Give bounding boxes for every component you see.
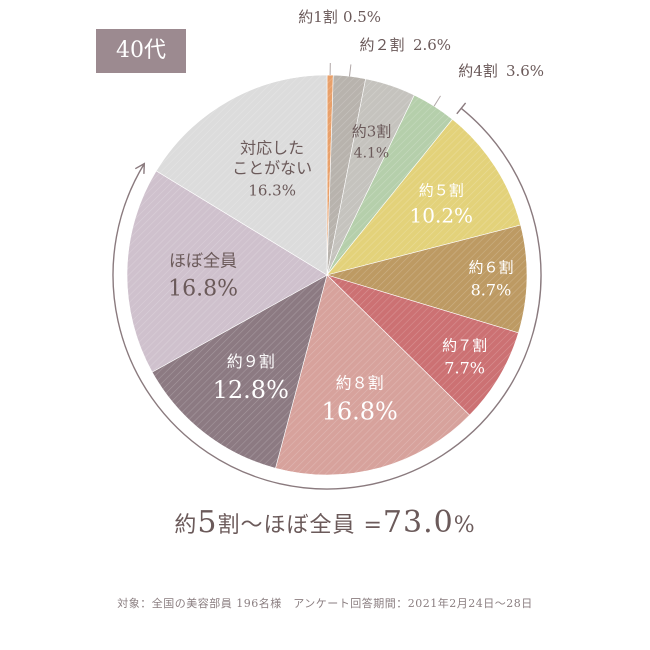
slice-label: 約７割 bbox=[442, 337, 487, 355]
pie-slice-texture bbox=[327, 119, 521, 275]
slice-value-label: 16.8% bbox=[322, 398, 398, 426]
pie-slice-texture bbox=[327, 78, 415, 276]
slice-label: 約1割 bbox=[298, 8, 338, 26]
slice-value-label: 8.7% bbox=[471, 280, 512, 299]
slice-label: 約５割 bbox=[419, 181, 464, 199]
slice-label: 対応した bbox=[240, 138, 304, 157]
range-bracket-arrowhead bbox=[134, 162, 146, 174]
survey-note: 対象：全国の美容部員 196名様 アンケート回答期間：2021年2月24日～28… bbox=[117, 597, 533, 610]
slice-value-label: 12.8% bbox=[213, 376, 289, 404]
slice-label: 約８割 bbox=[336, 374, 384, 393]
slice-label: ほぼ全員 bbox=[169, 251, 237, 271]
pie-slice-texture bbox=[327, 275, 519, 416]
age-group-badge: 40代 bbox=[96, 29, 186, 73]
slice-label: 約２割 bbox=[359, 36, 404, 54]
summary-mid: 割～ほぼ全員 = bbox=[217, 513, 383, 538]
slice-label: ことがない bbox=[232, 158, 312, 177]
slice-value-label: 2.6% bbox=[413, 36, 451, 54]
slice-value-label: 16.8% bbox=[168, 276, 238, 301]
slice-value-label: 3.6% bbox=[506, 62, 544, 80]
pie-slice-texture bbox=[327, 75, 366, 275]
slice-label: 約９割 bbox=[227, 352, 275, 371]
range-bracket-arc bbox=[112, 107, 542, 490]
leader-line bbox=[433, 95, 441, 107]
pie-slice-texture bbox=[156, 75, 327, 275]
slice-value-label: 16.3% bbox=[248, 181, 296, 199]
pie-slice-texture bbox=[152, 275, 327, 469]
summary-number: 5 bbox=[197, 505, 218, 540]
leader-line bbox=[349, 64, 352, 77]
summary-unit: % bbox=[453, 513, 476, 538]
pie-slice-texture bbox=[327, 225, 527, 333]
slice-value-label: 7.7% bbox=[444, 359, 485, 378]
range-bracket-start-tick bbox=[456, 102, 467, 115]
summary-total-value: 73.0 bbox=[382, 505, 454, 540]
summary-prefix: 約 bbox=[174, 513, 198, 538]
slice-value-label: 4.1% bbox=[354, 145, 390, 161]
pie-slice-texture bbox=[327, 75, 334, 275]
slice-label: 約4割 bbox=[458, 62, 498, 80]
slice-value-label: 10.2% bbox=[410, 203, 474, 227]
slice-label: 約６割 bbox=[468, 258, 513, 276]
pie-slice-texture bbox=[327, 95, 453, 275]
slice-value-label: 0.5% bbox=[343, 8, 381, 26]
pie-slice-texture bbox=[275, 275, 470, 475]
pie-slice-texture bbox=[127, 170, 328, 373]
slice-label: 約3割 bbox=[352, 122, 392, 140]
summary-total: 約5割～ほぼ全員 =73.0% bbox=[0, 505, 650, 540]
